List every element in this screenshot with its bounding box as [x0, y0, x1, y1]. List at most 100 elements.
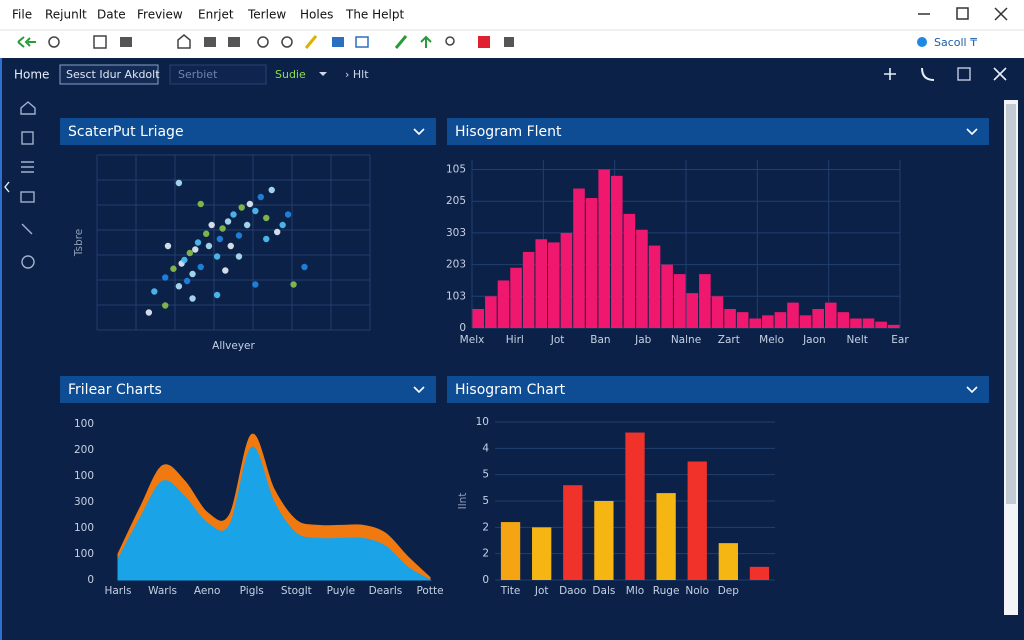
add-icon[interactable]: [884, 68, 896, 80]
refresh-icon[interactable]: [48, 36, 60, 48]
x-tick-label: Nolo: [685, 585, 709, 597]
maximize[interactable]: [956, 7, 969, 20]
collapse-arrow[interactable]: [4, 181, 10, 193]
sidebar-icon[interactable]: [21, 161, 34, 173]
x-tick-label: Tite: [500, 585, 521, 597]
menu-item[interactable]: Terlew: [247, 8, 286, 22]
scatter-point: [175, 283, 183, 290]
tool-icon[interactable]: [281, 36, 293, 48]
up-icon[interactable]: [420, 35, 432, 48]
menu-item[interactable]: Date: [97, 8, 126, 22]
y-tick-label: 300: [74, 496, 94, 508]
tool-icon[interactable]: [257, 36, 269, 48]
close-tab-icon[interactable]: [993, 67, 1007, 81]
bar: [522, 251, 535, 328]
bar: [736, 312, 749, 328]
menu-item[interactable]: Holes: [300, 8, 333, 22]
panel-toggle[interactable]: [966, 386, 978, 394]
scatter-point: [183, 277, 191, 285]
scatter-point: [213, 253, 221, 260]
area: [117, 446, 432, 581]
panel-header: [447, 118, 989, 145]
scatter-point: [227, 242, 234, 250]
window-border: [0, 58, 2, 640]
user-icon: [917, 37, 927, 47]
scatter-point: [162, 274, 169, 281]
panel-toggle[interactable]: [413, 386, 425, 394]
scatter-point: [279, 221, 286, 229]
panel: Hisogram Flent 0 103 203 303 205 105 Melx Hirl Jo…: [446, 118, 989, 346]
x-tick-label: Puyle: [327, 585, 355, 597]
tool-icon[interactable]: [332, 37, 344, 47]
panel-toggle[interactable]: [413, 128, 425, 136]
menu-item[interactable]: File: [12, 8, 32, 22]
save-icon[interactable]: [957, 67, 971, 81]
sidebar-icon[interactable]: [21, 131, 34, 145]
search-label[interactable]: Sacoll ₸: [934, 36, 977, 49]
tab-home[interactable]: Home: [14, 68, 49, 82]
pen-icon[interactable]: [304, 35, 318, 49]
x-tick-label: Jot: [534, 585, 549, 597]
y-tick-label: 5: [482, 469, 489, 481]
tool-icon[interactable]: [204, 37, 216, 47]
bar: [812, 308, 824, 328]
dropdown-arrow[interactable]: [319, 72, 327, 76]
tool-icon[interactable]: [478, 36, 490, 48]
bar: [594, 501, 614, 580]
scrollbar-thumb[interactable]: [1006, 104, 1016, 504]
x-tick-label: Aeno: [194, 585, 221, 597]
panel: ScaterPut Lriage Allveyer Tsbre: [60, 118, 436, 352]
scatter-point: [216, 235, 224, 243]
menu-item[interactable]: Rejunlt: [45, 8, 87, 22]
search-box[interactable]: [169, 64, 267, 85]
scatter-point: [273, 228, 281, 236]
sidebar-icon[interactable]: [20, 101, 36, 115]
tool-icon[interactable]: [120, 37, 132, 47]
menu-item[interactable]: Enrjet: [198, 8, 234, 22]
back-icon[interactable]: [17, 36, 25, 48]
menu-item[interactable]: Freview: [137, 8, 183, 22]
selector-box[interactable]: [59, 64, 159, 85]
scatter-point: [194, 239, 202, 246]
bar: [799, 315, 812, 328]
tool-icon[interactable]: [93, 35, 107, 49]
sidebar-icon[interactable]: [20, 191, 35, 203]
tool-icon[interactable]: [228, 37, 240, 47]
panel-title: ScaterPut Lriage: [68, 124, 184, 140]
scatter-point: [224, 218, 232, 225]
sidebar-icon[interactable]: [21, 255, 35, 269]
x-tick-label: Daoo: [559, 585, 586, 597]
panel-toggle[interactable]: [966, 128, 978, 136]
forward-icon[interactable]: [24, 37, 36, 47]
x-tick-label: Jot: [550, 334, 565, 346]
y-tick-label: 200: [74, 444, 94, 456]
bar: [724, 308, 736, 328]
y-tick-label: 2: [482, 521, 489, 533]
tool-icon[interactable]: [504, 37, 514, 47]
panel-title: Hisogram Chart: [455, 382, 566, 398]
mode-label[interactable]: Sudie: [275, 68, 306, 81]
toolbar: Sacoll ₸: [17, 34, 977, 49]
bar: [623, 213, 636, 328]
x-tick-label: Nalne: [671, 334, 701, 346]
menu-item[interactable]: The Helpt: [345, 8, 404, 22]
y-tick-label: 105: [446, 164, 466, 176]
tool-icon[interactable]: [355, 36, 369, 48]
phone-icon[interactable]: [921, 67, 935, 81]
search-icon[interactable]: [445, 36, 455, 46]
sidebar-icon[interactable]: [21, 223, 33, 235]
bar: [636, 229, 648, 328]
scatter-point: [189, 295, 196, 302]
tool-icon[interactable]: [177, 34, 191, 49]
y-tick-label: 0: [459, 322, 466, 334]
scatter-point: [284, 211, 292, 218]
scatter-point: [145, 309, 153, 316]
pen-icon[interactable]: [394, 35, 408, 49]
scatter-point: [186, 249, 194, 257]
bar: [656, 493, 676, 580]
window-controls: [918, 7, 1008, 21]
scatter-point: [197, 263, 204, 271]
close[interactable]: [994, 7, 1008, 21]
x-tick-label: Nelt: [847, 334, 868, 346]
bar: [500, 522, 521, 580]
